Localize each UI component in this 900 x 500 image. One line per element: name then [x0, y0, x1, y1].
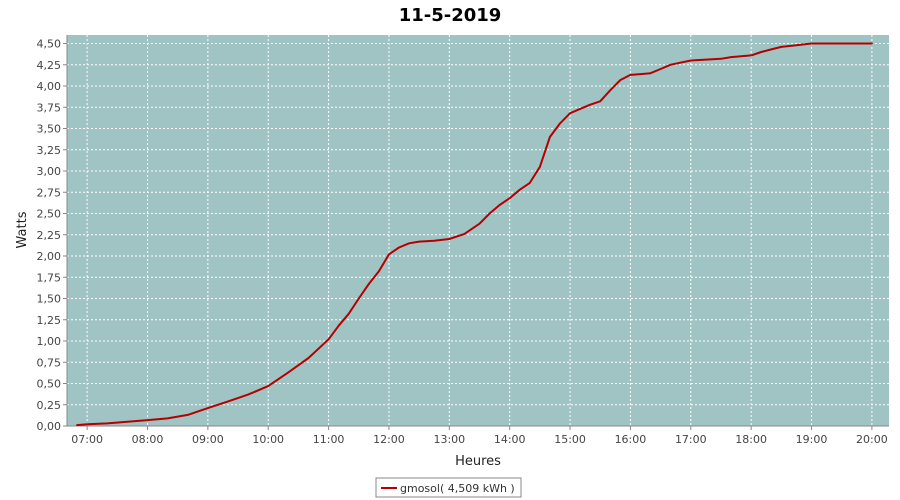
series-layer — [76, 42, 873, 427]
legend-label: gmosol( 4,509 kWh ) — [400, 482, 515, 495]
y-tick-label: 4,50 — [37, 38, 62, 51]
x-tick-label: 19:00 — [796, 433, 828, 446]
series-line — [76, 42, 873, 427]
x-tick-label: 18:00 — [735, 433, 767, 446]
x-tick-label: 15:00 — [554, 433, 586, 446]
y-tick-label: 4,25 — [37, 59, 62, 72]
y-tick-label: 1,00 — [37, 335, 62, 348]
legend-box — [375, 477, 522, 498]
y-tick-label: 1,75 — [37, 271, 62, 284]
y-tick-label: 0,50 — [37, 378, 62, 391]
y-tick-label: 2,75 — [37, 186, 62, 199]
y-tick-label: 2,00 — [37, 250, 62, 263]
x-tick-label: 12:00 — [373, 433, 405, 446]
y-tick-label: 3,75 — [37, 101, 62, 114]
x-tick-label: 17:00 — [675, 433, 707, 446]
x-tick-label: 13:00 — [433, 433, 465, 446]
x-tick-label: 16:00 — [615, 433, 647, 446]
x-tick-label: 08:00 — [132, 433, 164, 446]
x-tick-label: 11:00 — [313, 433, 345, 446]
y-tick-label: 2,25 — [37, 229, 62, 242]
y-tick-label: 2,50 — [37, 208, 62, 221]
y-tick-label: 3,25 — [37, 144, 62, 157]
plot-area — [67, 35, 889, 426]
y-tick-label: 1,25 — [37, 314, 62, 327]
y-tick-label: 4,00 — [37, 80, 62, 93]
y-tick-label: 3,00 — [37, 165, 62, 178]
x-axis-label: Heures — [455, 454, 501, 469]
x-tick-label: 09:00 — [192, 433, 224, 446]
x-tick-label: 10:00 — [252, 433, 284, 446]
x-tick-label: 07:00 — [71, 433, 103, 446]
axes: 0,00 0,25 0,50 0,75 1,00 1,25 1,50 1,75 2,00 2,25… — [37, 35, 889, 446]
y-tick-label: 3,50 — [37, 123, 62, 136]
legend: gmosol( 4,509 kWh ) — [375, 477, 522, 498]
gridlines — [67, 35, 889, 427]
y-tick-label: 0,75 — [37, 356, 62, 369]
x-tick-label: 14:00 — [494, 433, 526, 446]
y-tick-label: 1,50 — [37, 293, 62, 306]
y-axis-label: Watts — [15, 211, 30, 248]
y-tick-label: 0,00 — [37, 420, 62, 433]
y-tick-label: 0,25 — [37, 399, 62, 412]
x-tick-label: 20:00 — [856, 433, 888, 446]
chart-title: 11-5-2019 — [399, 5, 502, 26]
